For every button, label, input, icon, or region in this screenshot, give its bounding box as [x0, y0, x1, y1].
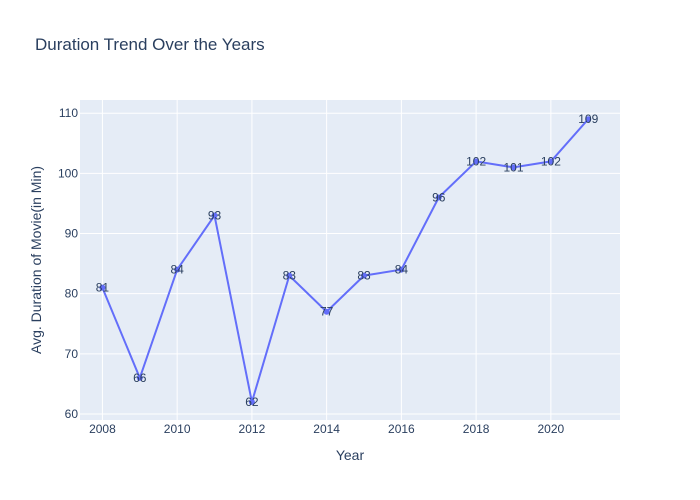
data-label: 66 [133, 371, 147, 385]
data-labels: 81 66 84 93 62 83 77 83 84 96 102 101 102 109 [96, 112, 599, 409]
gridlines [80, 100, 620, 420]
data-point [136, 374, 143, 381]
data-point [248, 398, 255, 405]
data-label: 84 [395, 263, 409, 277]
y-axis-title: Avg. Duration of Movie(in Min) [28, 166, 44, 354]
data-label: 83 [357, 269, 371, 283]
data-point [286, 272, 293, 279]
data-point [547, 158, 554, 165]
y-tick-label: 70 [65, 347, 79, 361]
plot-area [80, 100, 620, 420]
data-point [323, 308, 330, 315]
x-axis-title: Year [336, 447, 365, 463]
data-markers [99, 116, 592, 405]
data-label: 102 [466, 154, 486, 168]
data-point [174, 266, 181, 273]
data-label: 83 [283, 269, 297, 283]
data-point [211, 212, 218, 219]
y-tick-label: 90 [65, 227, 79, 241]
data-label: 84 [170, 263, 184, 277]
x-tick-label: 2012 [239, 422, 266, 436]
x-tick-label: 2020 [538, 422, 565, 436]
data-label: 101 [503, 160, 523, 174]
data-label: 62 [245, 395, 259, 409]
data-point [99, 284, 106, 291]
x-tick-label: 2008 [89, 422, 116, 436]
data-point [585, 116, 592, 123]
data-label: 93 [208, 208, 222, 222]
data-point [435, 194, 442, 201]
data-point [510, 164, 517, 171]
x-tick-label: 2016 [388, 422, 415, 436]
y-tick-label: 100 [58, 166, 78, 180]
y-tick-label: 80 [65, 287, 79, 301]
data-label: 77 [320, 305, 334, 319]
data-point [361, 272, 368, 279]
data-point [398, 266, 405, 273]
data-label: 109 [578, 112, 598, 126]
data-label: 96 [432, 190, 446, 204]
y-axis-ticks: 60 70 80 90 100 110 [58, 106, 78, 421]
x-tick-label: 2018 [463, 422, 490, 436]
x-tick-label: 2010 [164, 422, 191, 436]
y-tick-label: 110 [59, 106, 78, 120]
data-point [473, 158, 480, 165]
x-axis-ticks: 2008 2010 2012 2014 2016 2018 2020 [89, 422, 564, 436]
y-tick-label: 60 [65, 407, 79, 421]
chart-title: Duration Trend Over the Years [35, 35, 265, 54]
x-tick-label: 2014 [313, 422, 340, 436]
data-label: 102 [541, 154, 561, 168]
data-label: 81 [96, 281, 110, 295]
series-line [101, 118, 589, 403]
